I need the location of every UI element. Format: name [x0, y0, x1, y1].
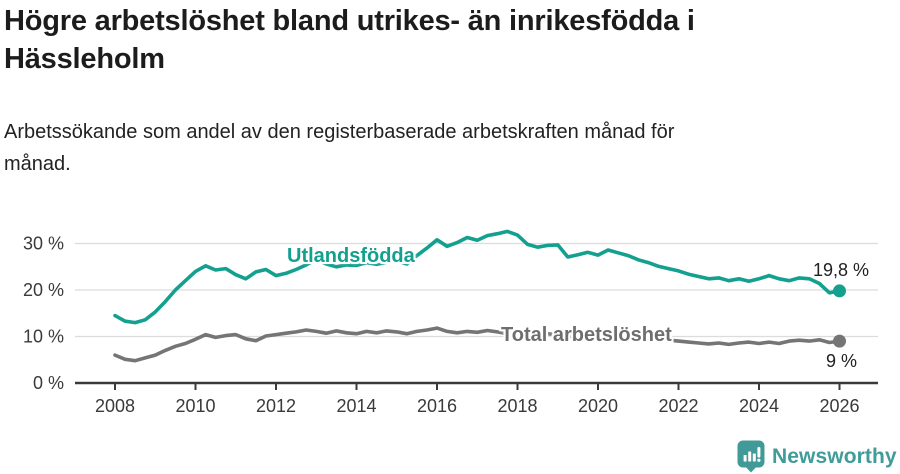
- end-value-label-utlandsfodda: 19,8 %: [813, 260, 870, 280]
- series-line-total: [113, 326, 842, 363]
- x-tick-label-2010: 2010: [175, 396, 215, 416]
- x-tick-label-2020: 2020: [578, 396, 618, 416]
- newsworthy-bubble-chart-icon: [737, 440, 765, 473]
- y-tick-label-10: 10 %: [23, 327, 64, 347]
- series-label-utlandsfodda: Utlandsfödda: [287, 245, 415, 267]
- chart-subtitle: Arbetssökande som andel av den registerb…: [4, 121, 675, 175]
- newsworthy-wordmark: Newsworthy: [772, 444, 897, 468]
- newsworthy-logo[interactable]: Newsworthy: [737, 440, 897, 473]
- x-tick-label-2026: 2026: [819, 396, 859, 416]
- y-tick-label-0: 0 %: [33, 373, 64, 393]
- series-label-total-arbetsloshet: Total arbetslöshet: [501, 324, 672, 346]
- end-value-label-total: 9 %: [826, 351, 858, 371]
- x-tick-label-2016: 2016: [417, 396, 457, 416]
- x-tick-label-2024: 2024: [739, 396, 779, 416]
- series-line-utlandsfodda: [113, 229, 842, 325]
- series-end-dot-total: [833, 334, 846, 348]
- x-tick-label-2012: 2012: [256, 396, 296, 416]
- y-tick-label-20: 20 %: [23, 280, 64, 300]
- x-tick-label-2014: 2014: [336, 396, 376, 416]
- x-tick-label-2018: 2018: [497, 396, 537, 416]
- y-tick-label-30: 30 %: [23, 234, 64, 254]
- x-tick-label-2008: 2008: [95, 396, 135, 416]
- page-title: Högre arbetslöshet bland utrikes- än inr…: [4, 5, 695, 75]
- x-tick-label-2022: 2022: [658, 396, 698, 416]
- series-end-dot-utlandsfodda: [833, 284, 846, 298]
